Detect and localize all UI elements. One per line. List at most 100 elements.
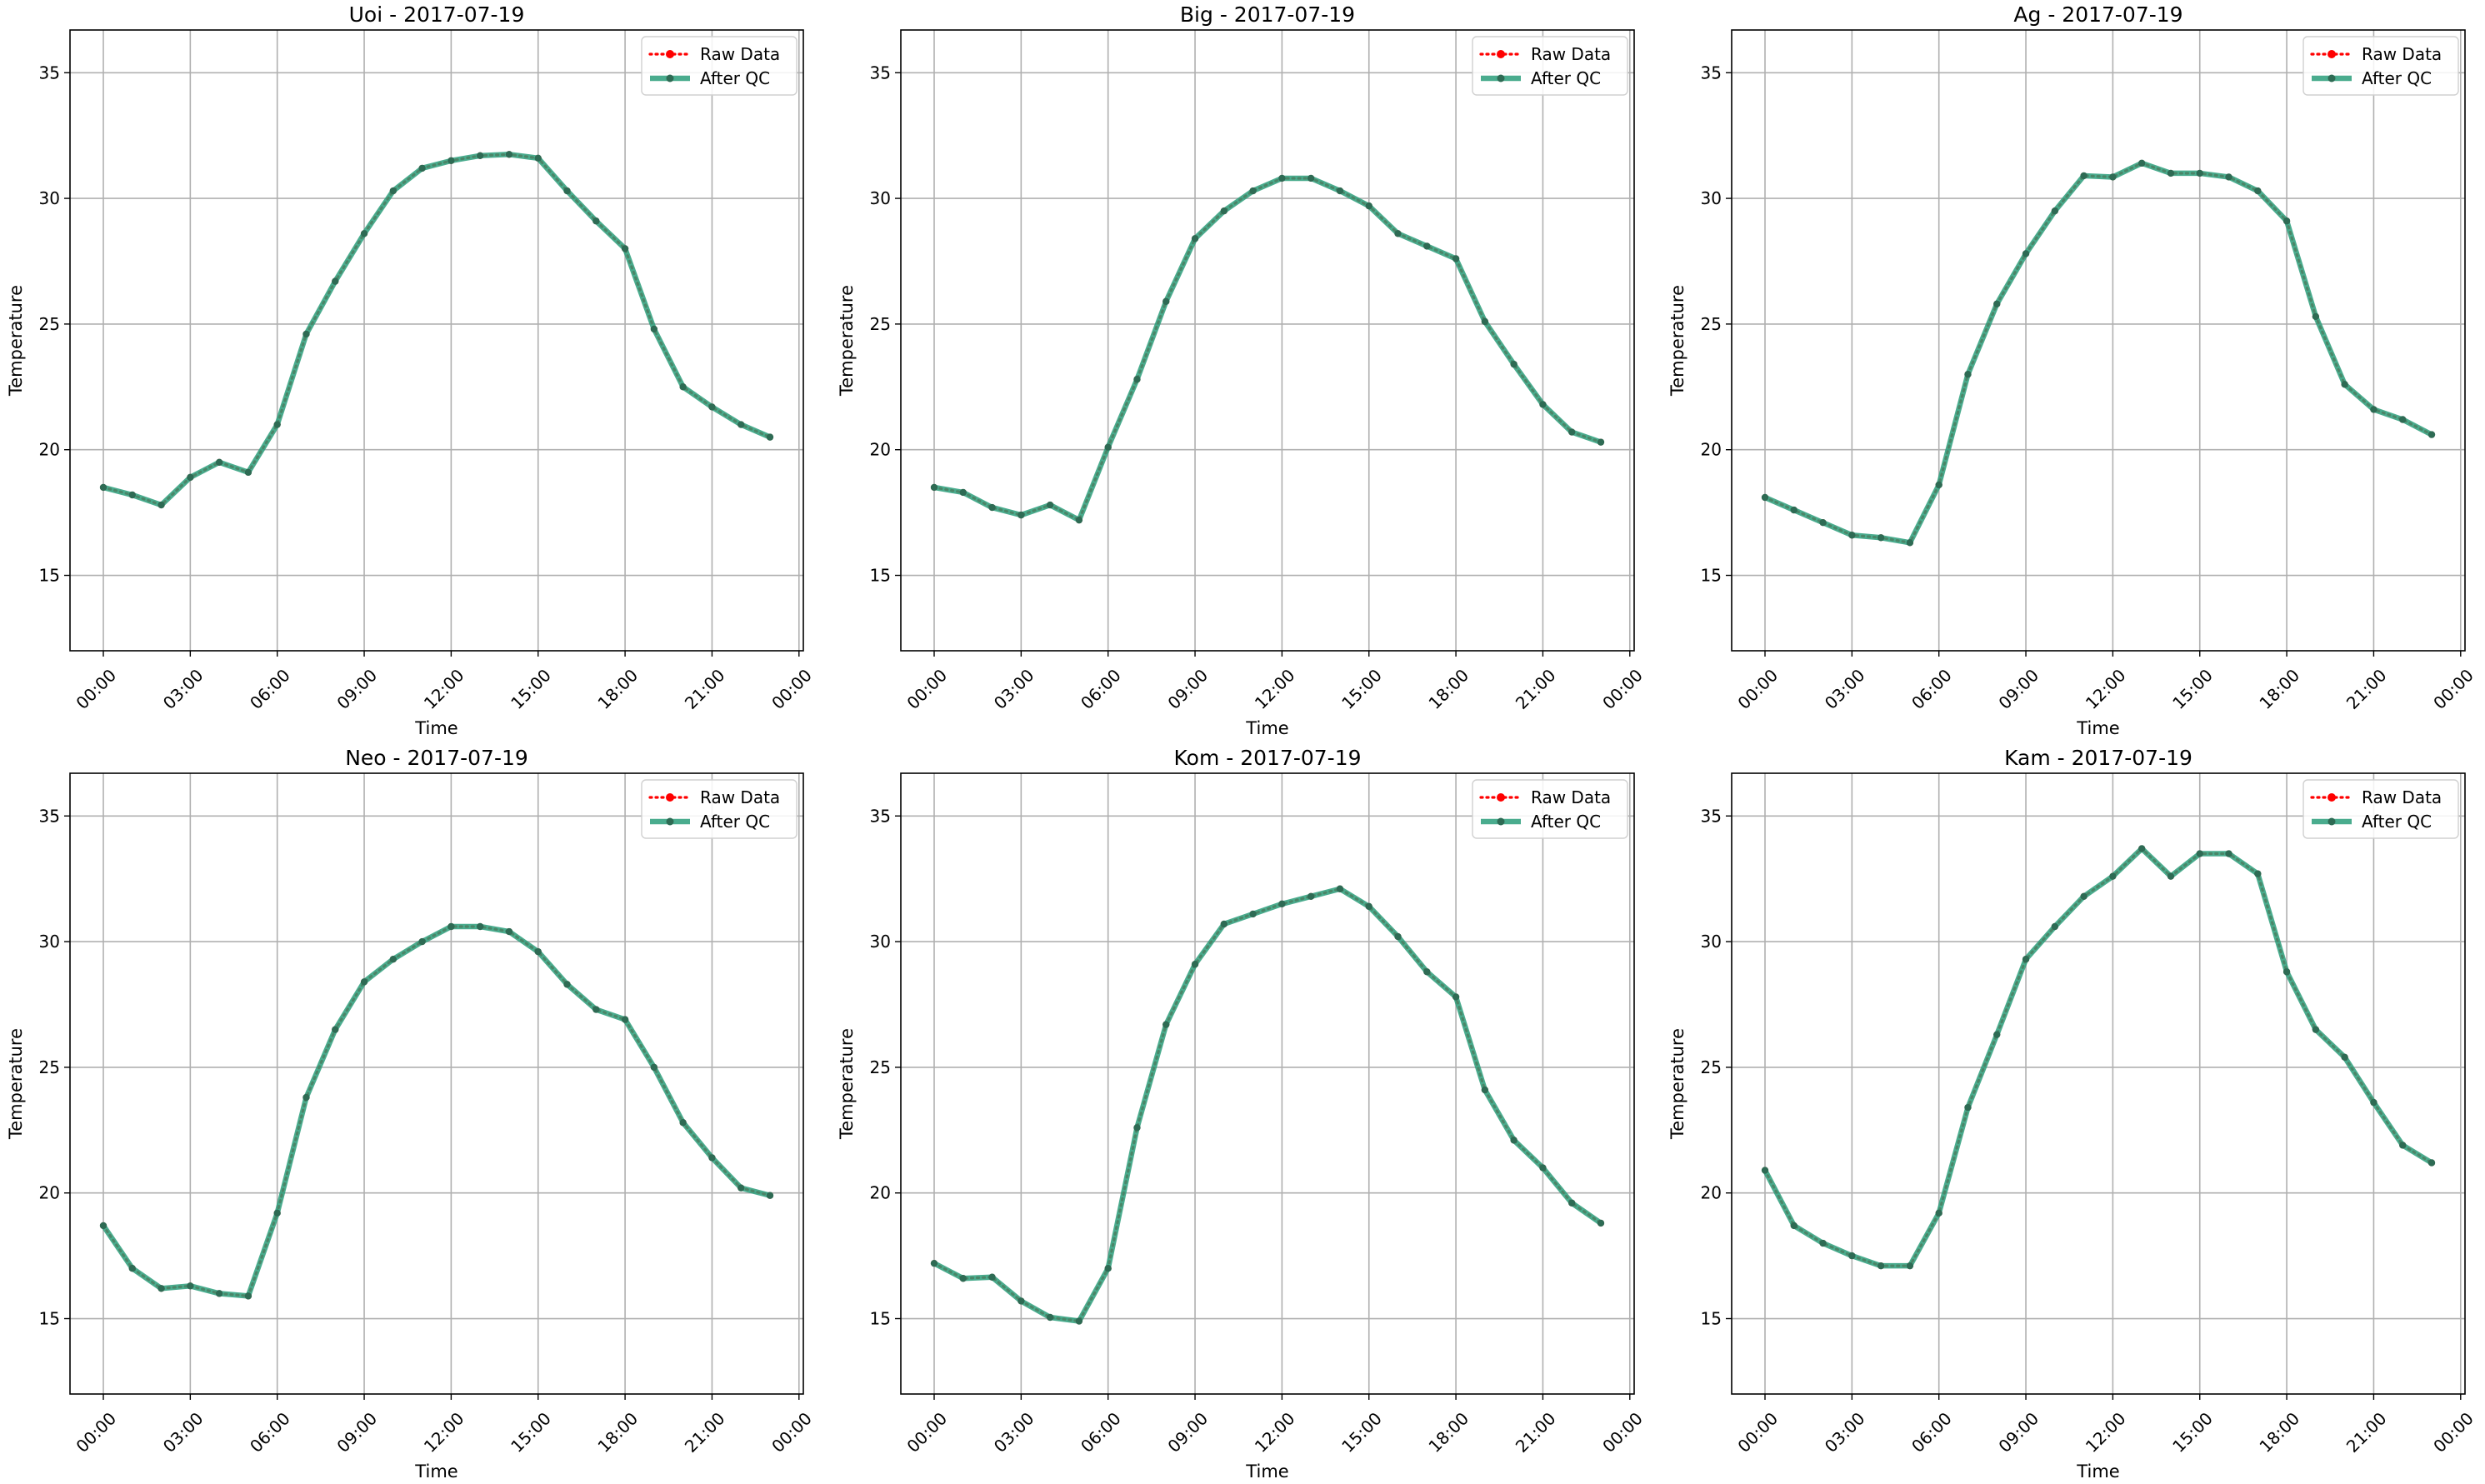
after-qc-point xyxy=(1597,438,1605,446)
after-qc-point xyxy=(959,1275,967,1282)
x-tick-label: 18:00 xyxy=(2256,665,2304,713)
after-qc-point xyxy=(988,503,996,512)
after-qc-point xyxy=(2254,870,2262,877)
y-tick-label: 15 xyxy=(39,1309,60,1329)
legend-raw-data-marker xyxy=(2328,50,2336,58)
after-qc-point xyxy=(1452,255,1460,262)
x-axis-label: Time xyxy=(2076,1462,2119,1482)
after-qc-point xyxy=(534,947,542,956)
after-qc-point xyxy=(1365,902,1372,911)
after-qc-point xyxy=(273,1209,281,1217)
x-tick-label: 03:00 xyxy=(1821,1408,1869,1457)
after-qc-point xyxy=(2109,872,2117,880)
x-tick-label: 09:00 xyxy=(1994,1408,2042,1457)
after-qc-point xyxy=(2399,1142,2407,1149)
x-tick-label: 12:00 xyxy=(420,665,468,713)
x-tick-label: 09:00 xyxy=(332,1408,381,1457)
after-qc-point xyxy=(2080,172,2088,180)
after-qc-point xyxy=(2399,416,2407,423)
subplot-title: Kom - 2017-07-19 xyxy=(1174,746,1362,770)
x-tick-label: 21:00 xyxy=(1512,1408,1560,1457)
after-qc-point xyxy=(2312,312,2320,321)
after-qc-point xyxy=(621,245,629,252)
after-qc-point xyxy=(988,1273,996,1281)
after-qc-point xyxy=(1162,1021,1170,1028)
x-axis-label: Time xyxy=(414,1462,458,1482)
x-tick-label: 00:00 xyxy=(72,1408,120,1457)
x-tick-label: 00:00 xyxy=(902,1408,951,1457)
legend: Raw Data After QC xyxy=(1472,36,1628,96)
subplot-big: Big - 2017-07-19 15 20 25 30 35 00:00 03:00 06:0… xyxy=(837,2,1647,738)
after-qc-point xyxy=(1336,187,1344,195)
after-qc-point xyxy=(448,922,455,931)
x-tick-label: 00:00 xyxy=(768,665,816,713)
x-tick-label: 00:00 xyxy=(2429,1408,2478,1457)
after-qc-point xyxy=(1365,202,1372,210)
after-qc-point xyxy=(930,483,938,492)
after-qc-point xyxy=(476,152,484,160)
x-tick-label: 09:00 xyxy=(332,665,381,713)
y-tick-label: 15 xyxy=(39,566,60,586)
x-tick-label: 00:00 xyxy=(1733,1408,1782,1457)
y-tick-label: 20 xyxy=(870,1183,891,1203)
after-qc-point xyxy=(1597,1219,1605,1227)
legend-raw-data-marker xyxy=(1497,50,1505,58)
after-qc-point xyxy=(563,187,571,195)
after-qc-point xyxy=(679,1119,687,1127)
after-qc-point xyxy=(2138,845,2146,852)
after-qc-point xyxy=(99,483,108,492)
after-qc-point xyxy=(2196,169,2203,177)
after-qc-point xyxy=(99,1222,108,1230)
after-qc-point xyxy=(1220,920,1228,928)
after-qc-point xyxy=(621,1016,629,1023)
legend-after-qc-label: After QC xyxy=(1531,812,1601,832)
after-qc-point xyxy=(1539,401,1547,408)
x-tick-label: 06:00 xyxy=(246,665,294,713)
after-qc-point xyxy=(1761,493,1769,502)
after-qc-point xyxy=(1568,1199,1576,1207)
x-tick-label: 03:00 xyxy=(990,1408,1038,1457)
y-tick-label: 20 xyxy=(39,1183,60,1203)
x-tick-label: 00:00 xyxy=(72,665,120,713)
after-qc-point xyxy=(2312,1026,2320,1033)
y-tick-label: 35 xyxy=(39,62,60,82)
series-after-qc-line xyxy=(101,923,771,1299)
after-qc-point xyxy=(2167,872,2175,880)
after-qc-point xyxy=(1046,1313,1054,1322)
after-qc-point xyxy=(2341,1053,2348,1062)
after-qc-point xyxy=(302,330,310,338)
subplot-title: Ag - 2017-07-19 xyxy=(2013,2,2182,27)
after-qc-point xyxy=(738,1184,745,1192)
y-tick-label: 30 xyxy=(39,188,60,208)
series-raw-data-line xyxy=(1763,847,2433,1267)
legend-raw-data-marker xyxy=(1497,793,1505,802)
after-qc-point xyxy=(505,927,513,936)
after-qc-point xyxy=(1220,207,1228,215)
after-qc-point xyxy=(360,978,368,986)
after-qc-point xyxy=(2282,968,2291,976)
after-qc-point xyxy=(2225,173,2232,181)
x-tick-label: 18:00 xyxy=(1425,1408,1473,1457)
after-qc-point xyxy=(1104,443,1112,451)
after-qc-point xyxy=(389,955,398,963)
series-raw-data-line xyxy=(102,925,772,1298)
subplot-ag: Ag - 2017-07-19 15 20 25 30 35 00:00 03:00 06:00… xyxy=(1668,2,2478,738)
x-tick-label: 18:00 xyxy=(594,665,642,713)
y-tick-label: 35 xyxy=(39,806,60,826)
y-tick-label: 20 xyxy=(870,440,891,460)
subplot-title: Kam - 2017-07-19 xyxy=(2004,746,2192,770)
after-qc-point xyxy=(158,1285,165,1292)
y-tick-label: 35 xyxy=(870,62,891,82)
x-tick-label: 15:00 xyxy=(1338,665,1386,713)
y-tick-label: 25 xyxy=(39,314,60,334)
after-qc-point xyxy=(1877,1262,1885,1270)
x-tick-label: 06:00 xyxy=(1077,1408,1125,1457)
after-qc-point xyxy=(1046,501,1054,509)
x-axis-label: Time xyxy=(2076,718,2119,738)
x-tick-label: 03:00 xyxy=(1821,665,1869,713)
after-qc-point xyxy=(2370,406,2378,413)
x-tick-label: 12:00 xyxy=(420,1408,468,1457)
after-qc-point xyxy=(1993,300,2001,307)
x-axis-label: Time xyxy=(1245,1462,1288,1482)
axes-frame xyxy=(1731,772,2466,1395)
